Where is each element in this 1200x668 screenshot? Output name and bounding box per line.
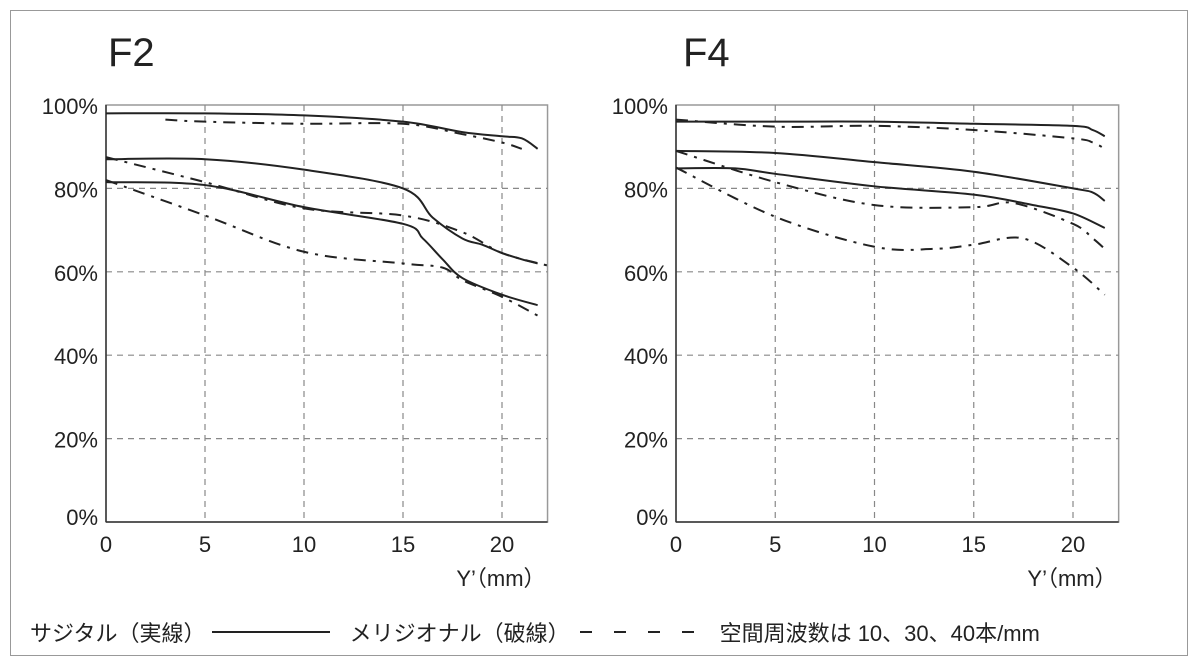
x-tick-label: 5 — [199, 532, 211, 557]
legend-dashed-line-swatch — [579, 631, 700, 633]
x-tick-label: 20 — [1061, 532, 1085, 557]
meridional-series-line — [105, 156, 548, 267]
x-tick-label: 5 — [769, 532, 781, 557]
meridional-series-line — [105, 179, 539, 317]
x-tick-label: 10 — [862, 532, 886, 557]
y-tick-label: 0% — [66, 505, 98, 530]
y-tick-label: 20% — [624, 428, 668, 453]
legend-solid-line-swatch — [211, 631, 330, 633]
y-tick-label: 40% — [624, 344, 668, 369]
legend-frequency-note: 空間周波数は 10、30、40本/mm — [719, 621, 1040, 646]
chart-frame — [10, 10, 1188, 656]
sagittal-series-line — [675, 149, 1106, 202]
plot-area-border — [105, 104, 549, 523]
x-tick-label: 10 — [292, 532, 316, 557]
y-tick-label: 100% — [42, 94, 98, 119]
sagittal-series-line — [676, 120, 1106, 138]
sagittal-series-line — [105, 112, 539, 150]
y-tick-label: 100% — [612, 94, 668, 119]
chart-title: F4 — [683, 31, 730, 75]
x-tick-label: 20 — [490, 532, 514, 557]
sagittal-series-line — [105, 157, 538, 265]
sagittal-series-line — [105, 181, 538, 307]
y-tick-label: 0% — [636, 505, 668, 530]
y-tick-label: 60% — [624, 261, 668, 286]
plot-area-border — [675, 104, 1120, 523]
legend: サジタル（実線） メリジオナル（破線） 空間周波数は 10、30、40本/mm — [30, 616, 1040, 648]
x-tick-label: 0 — [670, 532, 682, 557]
x-tick-label: 15 — [391, 532, 415, 557]
meridional-series-line — [675, 149, 1106, 250]
chart-panel-f2: F2 0 5 10 15 20 0% 20% 40% 60% 80% 100% Y’（mm） — [42, 31, 549, 591]
legend-meridional-label: メリジオナル（破線） — [349, 621, 570, 646]
x-tick-label: 15 — [962, 532, 986, 557]
meridional-series-line — [675, 118, 1106, 150]
y-tick-label: 80% — [624, 177, 668, 202]
legend-sagittal-label: サジタル（実線） — [30, 621, 206, 646]
x-axis-label: Y’（mm） — [456, 566, 545, 591]
x-tick-label: 0 — [100, 532, 112, 557]
y-tick-label: 60% — [54, 261, 98, 286]
meridional-series-line — [165, 118, 523, 150]
y-tick-label: 20% — [54, 428, 98, 453]
meridional-series-line — [675, 166, 1106, 296]
sagittal-series-line — [675, 166, 1106, 229]
y-tick-label: 80% — [54, 177, 98, 202]
chart-title: F2 — [108, 31, 155, 75]
y-tick-label: 40% — [54, 344, 98, 369]
chart-panel-f4: F4 0 5 10 15 20 0% 20% 40% 60% 80% 100% Y’（mm） — [612, 31, 1120, 591]
x-axis-label: Y’（mm） — [1027, 566, 1116, 591]
